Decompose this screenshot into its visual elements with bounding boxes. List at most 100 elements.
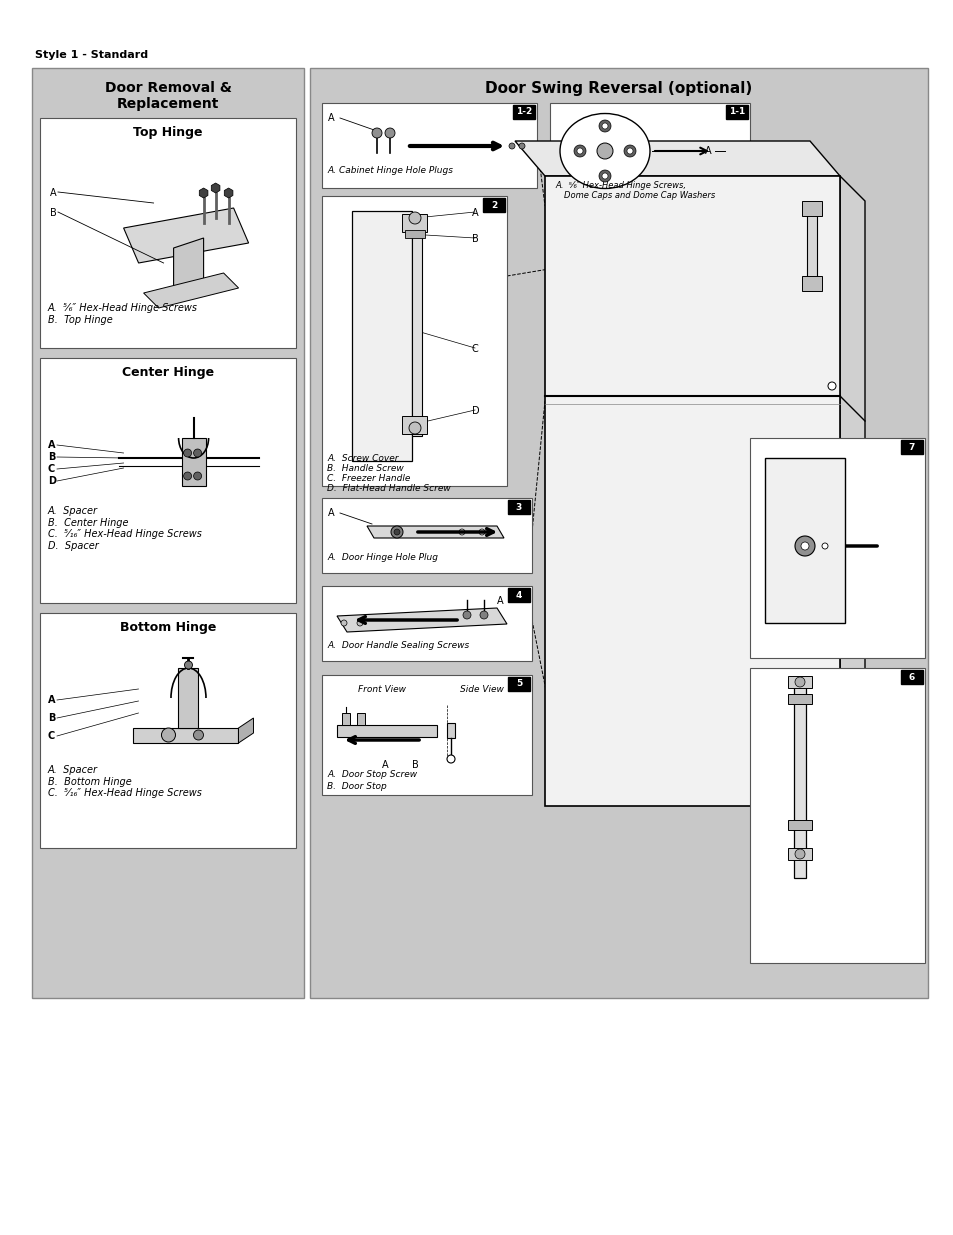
Circle shape (183, 472, 192, 480)
Bar (787, 694, 811, 704)
Circle shape (462, 611, 471, 619)
Text: C: C (884, 823, 891, 832)
Text: A: A (48, 695, 55, 705)
Bar (0, 1010, 953, 1235)
Circle shape (794, 536, 814, 556)
Text: D: D (48, 475, 56, 487)
Circle shape (447, 755, 455, 763)
Bar (181, 438, 206, 487)
Text: Top Hinge: Top Hinge (133, 126, 203, 140)
Bar (401, 416, 427, 433)
Ellipse shape (559, 114, 649, 189)
Circle shape (478, 529, 484, 535)
Bar (507, 588, 530, 601)
Text: A: A (50, 188, 56, 198)
Circle shape (577, 148, 582, 154)
Bar (32, 68, 304, 998)
Text: B: B (48, 452, 55, 462)
Bar (749, 668, 924, 963)
Text: B.  Refrigerator Handle: B. Refrigerator Handle (754, 902, 858, 910)
Circle shape (479, 611, 488, 619)
Circle shape (409, 422, 420, 433)
Bar (405, 230, 424, 238)
Text: B.  Door Stop: B. Door Stop (327, 782, 386, 790)
Circle shape (518, 143, 524, 149)
Bar (322, 196, 506, 487)
Circle shape (623, 144, 636, 157)
Bar (412, 226, 421, 436)
Circle shape (193, 472, 201, 480)
Bar (507, 677, 530, 692)
Text: 5: 5 (516, 679, 521, 688)
Bar (787, 848, 811, 860)
Text: A: A (328, 508, 335, 517)
Circle shape (601, 173, 607, 179)
Polygon shape (238, 718, 253, 743)
Text: A.  Flat-Head Handle Screw: A. Flat-Head Handle Screw (754, 890, 877, 899)
Bar (178, 668, 198, 727)
Bar (806, 206, 816, 287)
Text: D.  Flat-Head Handle Screw: D. Flat-Head Handle Screw (327, 484, 450, 493)
Text: A.  Door Stop Screw: A. Door Stop Screw (327, 769, 416, 779)
Circle shape (598, 170, 610, 182)
Circle shape (794, 677, 804, 687)
Text: C.  Freezer Handle: C. Freezer Handle (327, 474, 410, 483)
Bar (544, 177, 840, 806)
Bar (40, 358, 295, 603)
Text: A: A (497, 597, 503, 606)
Text: A.  Spacer
B.  Center Hinge
C.  ⁵⁄₁₆″ Hex-Head Hinge Screws
D.  Spacer: A. Spacer B. Center Hinge C. ⁵⁄₁₆″ Hex-H… (48, 506, 202, 551)
Text: Style 1 - Standard: Style 1 - Standard (35, 49, 148, 61)
Text: A.  Spacer
B.  Bottom Hinge
C.  ⁵⁄₁₆″ Hex-Head Hinge Screws: A. Spacer B. Bottom Hinge C. ⁵⁄₁₆″ Hex-H… (48, 764, 202, 798)
Polygon shape (840, 177, 864, 831)
Bar (806, 456, 816, 576)
Circle shape (626, 148, 633, 154)
Circle shape (821, 543, 827, 550)
Bar (482, 198, 504, 212)
Bar (801, 451, 821, 466)
Bar (341, 713, 350, 725)
Bar (787, 820, 811, 830)
Polygon shape (144, 273, 238, 308)
Text: B: B (50, 207, 56, 219)
Text: 1-1: 1-1 (728, 107, 744, 116)
Polygon shape (133, 727, 238, 743)
Text: Front View: Front View (357, 685, 406, 694)
Polygon shape (173, 238, 203, 303)
Circle shape (184, 661, 193, 669)
Text: A. Cabinet Hinge Hole Plugs: A. Cabinet Hinge Hole Plugs (327, 165, 453, 175)
Bar (787, 676, 811, 688)
Text: A: A (884, 680, 891, 690)
Circle shape (574, 144, 585, 157)
Text: 2: 2 (491, 200, 497, 210)
Circle shape (409, 212, 420, 224)
Text: Door Removal &
Replacement: Door Removal & Replacement (105, 82, 232, 111)
Polygon shape (336, 608, 506, 632)
Bar (322, 103, 537, 188)
Circle shape (161, 727, 175, 742)
Bar (40, 613, 295, 848)
Text: Door Swing Reversal (optional): Door Swing Reversal (optional) (485, 80, 752, 95)
Bar (356, 713, 365, 725)
Polygon shape (124, 207, 249, 263)
Circle shape (598, 120, 610, 132)
Circle shape (601, 124, 607, 128)
Circle shape (597, 143, 613, 159)
Text: A.  Door Hinge Hole Plug: A. Door Hinge Hole Plug (327, 553, 437, 562)
Text: C: C (48, 731, 55, 741)
Polygon shape (367, 526, 503, 538)
Bar (352, 211, 412, 461)
Bar (793, 683, 805, 878)
Circle shape (509, 143, 515, 149)
Text: D.  Screw Cover: D. Screw Cover (754, 923, 826, 932)
Text: Bottom Hinge: Bottom Hinge (120, 621, 216, 634)
Text: A: A (704, 146, 711, 156)
Text: A: A (472, 207, 478, 219)
Circle shape (458, 529, 464, 535)
Circle shape (794, 848, 804, 860)
Text: A.  Door Handle: A. Door Handle (758, 618, 828, 627)
Text: 1-2: 1-2 (516, 107, 532, 116)
Text: C: C (472, 345, 478, 354)
Circle shape (193, 730, 203, 740)
Text: 8: 8 (35, 1205, 44, 1218)
Text: Side View: Side View (459, 685, 503, 694)
